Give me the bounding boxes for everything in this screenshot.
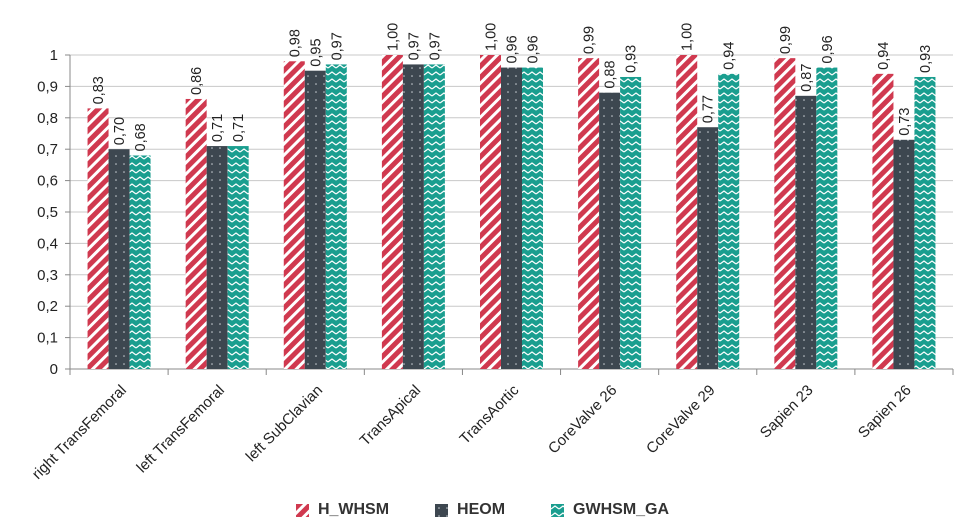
bar-h-whsm	[676, 55, 698, 369]
category-label: right TransFemoral	[29, 382, 130, 483]
bar-heom	[697, 127, 719, 369]
y-tick-label: 0,6	[37, 173, 58, 190]
bar-gwhsm-ga	[522, 67, 543, 369]
bar-heom	[795, 95, 817, 369]
data-label: 0,70	[112, 117, 128, 145]
bar-h-whsm	[578, 58, 600, 369]
data-label: 1,00	[385, 23, 401, 51]
bar-heom	[108, 149, 130, 369]
data-label: 0,68	[133, 123, 149, 151]
legend-item-gwhsm-ga: GWHSM_GA	[551, 501, 669, 519]
bars	[87, 55, 936, 370]
bar-h-whsm	[872, 73, 894, 369]
category-labels: right TransFemoral left TransFemoral left …	[29, 381, 915, 482]
data-label: 0,71	[210, 114, 226, 142]
bar-heom	[501, 67, 522, 369]
bar-gwhsm-ga	[129, 155, 151, 369]
bar-h-whsm	[283, 61, 305, 369]
data-label: 0,95	[308, 38, 324, 66]
category-label: left SubClavian	[243, 382, 326, 465]
data-label: 0,96	[505, 35, 521, 63]
legend-label-heom: HEOM	[457, 501, 506, 518]
data-label: 0,83	[91, 76, 107, 104]
data-label: 0,97	[406, 32, 422, 60]
bar-gwhsm-ga	[718, 73, 740, 369]
legend-swatch-h-whsm	[295, 503, 309, 517]
bar-gwhsm-ga	[620, 76, 642, 369]
data-label: 0,73	[897, 108, 913, 136]
bar-gwhsm-ga	[816, 67, 838, 369]
y-tick-label: 0,4	[37, 235, 58, 252]
data-label: 0,99	[778, 26, 794, 54]
y-tick-label: 0,3	[37, 267, 58, 284]
legend-item-h-whsm: H_WHSM	[295, 501, 390, 519]
category-label: Sapien 23	[757, 382, 817, 442]
y-tick-label: 0,2	[37, 298, 58, 315]
y-tick-label: 1	[50, 47, 58, 64]
bar-heom	[893, 139, 915, 369]
category-label: CoreValve 26	[545, 382, 621, 458]
bar-gwhsm-ga	[227, 146, 249, 369]
bar-heom	[402, 64, 424, 370]
bar-gwhsm-ga	[914, 76, 936, 369]
legend-swatch-heom	[435, 503, 449, 517]
data-label: 0,71	[231, 114, 247, 142]
category-label: TransApical	[357, 382, 425, 450]
y-tick-label: 0,9	[37, 78, 58, 95]
bar-h-whsm	[185, 98, 207, 370]
data-label: 0,99	[582, 26, 598, 54]
data-label: 1,00	[680, 23, 696, 51]
data-label: 0,86	[189, 67, 205, 95]
legend-swatch-gwhsm-ga	[551, 503, 565, 517]
bar-heom	[599, 92, 621, 370]
data-label: 0,88	[603, 60, 619, 88]
data-label: 0,94	[722, 42, 738, 70]
data-label: 1,00	[484, 23, 500, 51]
legend-label-h-whsm: H_WHSM	[317, 501, 390, 518]
y-tick-label: 0	[50, 361, 58, 378]
data-label: 0,97	[427, 32, 443, 60]
legend-item-heom: HEOM	[435, 501, 505, 519]
bar-chart: 00,10,20,30,40,50,60,70,80,91 0,830,70 0,…	[29, 23, 954, 483]
y-tick-label: 0,7	[37, 141, 58, 158]
data-label: 0,96	[820, 35, 836, 63]
bar-h-whsm	[87, 108, 109, 369]
data-label: 0,96	[526, 35, 542, 63]
y-tick-label: 0,1	[37, 330, 58, 347]
y-tick-label: 0,8	[37, 110, 58, 127]
y-tick-label: 0,5	[37, 204, 58, 221]
data-label: 0,94	[876, 42, 892, 70]
bar-h-whsm	[480, 55, 501, 369]
data-label: 0,98	[287, 29, 303, 57]
legend: H_WHSM HEOM GWHSM_GA	[0, 496, 965, 524]
data-label: 0,97	[329, 32, 345, 60]
category-label: Sapien 26	[855, 382, 915, 442]
data-label: 0,93	[624, 45, 640, 73]
bar-h-whsm	[774, 58, 796, 369]
category-label: left TransFemoral	[133, 382, 228, 477]
data-label: 0,77	[701, 95, 717, 123]
legend-label-gwhsm-ga: GWHSM_GA	[573, 501, 670, 518]
bar-gwhsm-ga	[423, 64, 445, 370]
category-label: CoreValve 29	[643, 382, 719, 458]
bar-heom	[206, 146, 228, 369]
bar-h-whsm	[381, 55, 403, 369]
data-label: 0,87	[799, 64, 815, 92]
category-label: TransAortic	[456, 381, 522, 447]
bar-gwhsm-ga	[325, 64, 347, 370]
bar-heom	[304, 70, 326, 369]
data-labels: 0,83 0,70 0,68 0,86 0,71 0,71 0,98 0,95 0,97 1,00…	[91, 23, 934, 152]
data-label: 0,93	[918, 45, 934, 73]
